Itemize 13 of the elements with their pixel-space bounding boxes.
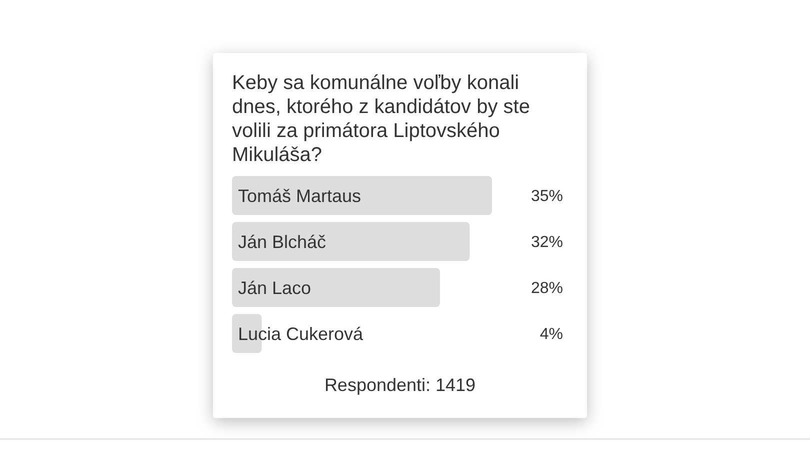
bar [232,222,470,261]
data-label: 35% [530,188,563,206]
data-label: 28% [530,280,563,298]
chart-title: Keby sa komunálne voľby konali dnes, ktorého z kandidátov by ste volili za primátora Liptovského Mikuláša? [232,72,530,166]
y-tick-label: Lucia Cukerová [238,324,364,344]
bar [232,268,440,307]
text: Respondenti: 1419 [324,375,476,395]
y-tick-label: Tomáš Martaus [238,186,362,206]
data-label: 4% [540,326,563,344]
y-tick-label: Ján Laco [238,278,312,298]
data-label: 32% [530,234,563,252]
y-tick-label: Ján Blcháč [238,232,326,252]
bar [232,176,492,215]
